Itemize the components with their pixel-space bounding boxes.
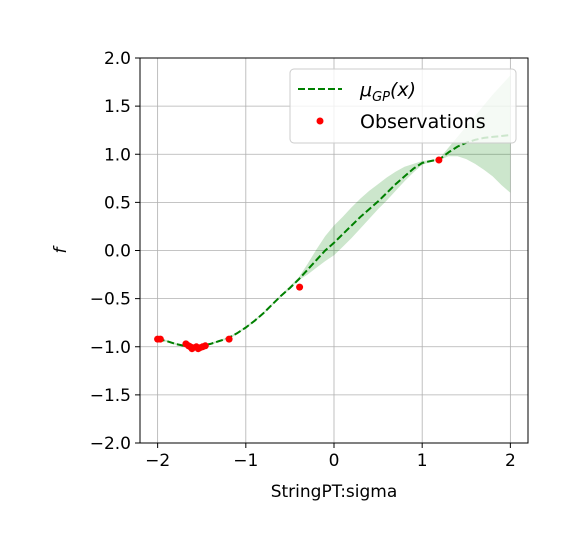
legend: μGP(x) Observations [289, 68, 517, 144]
legend-observation-label: Observations [360, 111, 486, 133]
mean-prediction-line [157, 134, 511, 348]
y-tick-label: 1.0 [104, 145, 131, 165]
legend-mean-label: μGP(x) [359, 79, 416, 105]
y-axis-ticks: −2.0 −1.5 −1.0 −0.5 0.0 0.5 1.0 1.5 2.0 [90, 49, 140, 454]
y-tick-label: 0.0 [104, 242, 131, 262]
x-axis-label: StringPT:sigma [271, 482, 398, 502]
y-axis-label: f [51, 245, 71, 254]
observation-point [225, 335, 233, 343]
y-tick-label: −1.0 [90, 338, 131, 358]
y-tick-label: −0.5 [90, 290, 131, 310]
x-tick-label: 0 [329, 451, 340, 471]
x-tick-label: 2 [505, 451, 516, 471]
observation-point [435, 156, 443, 164]
legend-observation-swatch [316, 117, 324, 125]
x-axis-ticks: −2 −1 0 1 2 [145, 443, 516, 471]
observation-point [201, 342, 209, 350]
legend-box [289, 68, 517, 144]
y-tick-label: 2.0 [104, 49, 131, 69]
y-tick-label: −2.0 [90, 434, 131, 454]
observation-point [156, 335, 164, 343]
y-tick-label: −1.5 [90, 386, 131, 406]
y-tick-label: 0.5 [104, 193, 131, 213]
y-tick-label: 1.5 [104, 97, 131, 117]
x-tick-label: −2 [145, 451, 170, 471]
mean-line-layer [157, 134, 511, 348]
x-tick-label: −1 [233, 451, 258, 471]
x-tick-label: 1 [417, 451, 428, 471]
observation-points-layer [154, 156, 443, 353]
observation-point [296, 283, 304, 291]
